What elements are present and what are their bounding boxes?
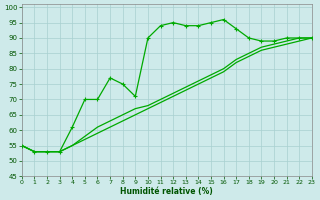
X-axis label: Humidité relative (%): Humidité relative (%) bbox=[120, 187, 213, 196]
